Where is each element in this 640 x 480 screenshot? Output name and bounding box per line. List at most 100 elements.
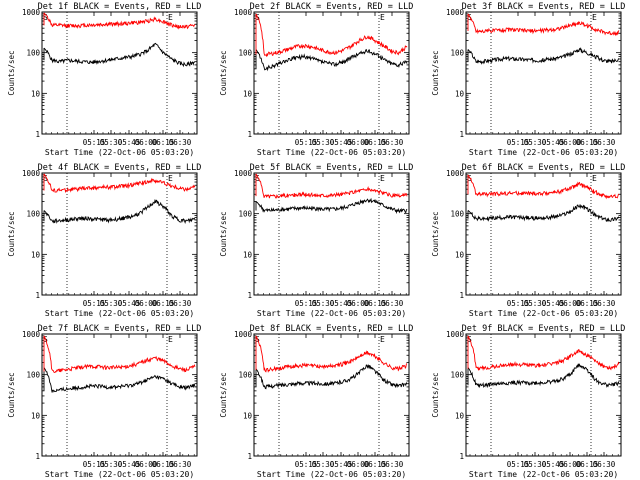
- x-tick-label: 05:45: [118, 460, 141, 469]
- x-tick-label: 05:45: [542, 299, 565, 308]
- lld-series-line: [255, 335, 408, 373]
- x-tick-label: 05:15: [295, 460, 318, 469]
- x-tick-label: 06:30: [593, 299, 616, 308]
- chart-title: Det 1f BLACK = Events, RED = LLD: [38, 2, 202, 12]
- x-tick-label: 06:30: [381, 299, 404, 308]
- x-tick-label: 05:15: [507, 138, 530, 147]
- chart-title: Det 8f BLACK = Events, RED = LLD: [250, 324, 414, 334]
- x-tick-label: 05:30: [100, 460, 123, 469]
- end-marker: E: [592, 13, 597, 22]
- y-tick-label: 10: [31, 411, 41, 420]
- x-tick-label: 05:30: [524, 460, 547, 469]
- chart-title: Det 5f BLACK = Events, RED = LLD: [250, 163, 414, 173]
- x-tick-label: 06:00: [347, 138, 370, 147]
- x-axis-label: Start Time (22-Oct-06 05:03:20): [469, 470, 618, 479]
- y-tick-label: 1000: [22, 169, 41, 178]
- y-tick-label: 100: [238, 49, 252, 58]
- chart-panel: Det 6f BLACK = Events, RED = LLD 1 10 100 10…: [431, 163, 625, 318]
- y-tick-label: 1000: [22, 330, 41, 339]
- x-tick-label: 06:15: [152, 299, 175, 308]
- y-axis-label: Counts/sec: [219, 372, 228, 417]
- lld-series-line: [467, 335, 620, 371]
- y-tick-label: 10: [455, 411, 465, 420]
- x-tick-label: 05:45: [330, 460, 353, 469]
- x-tick-label: 05:15: [83, 299, 106, 308]
- x-tick-label: 06:30: [381, 138, 404, 147]
- end-marker: E: [380, 13, 385, 22]
- x-tick-label: 06:00: [559, 299, 582, 308]
- y-tick-label: 10: [243, 250, 253, 259]
- y-tick-label: 1000: [234, 169, 253, 178]
- y-tick-label: 1: [35, 291, 40, 300]
- x-tick-label: 05:30: [100, 299, 123, 308]
- y-axis-label: Counts/sec: [431, 211, 440, 256]
- end-marker: E: [380, 174, 385, 183]
- y-tick-label: 1000: [446, 8, 465, 17]
- plot-frame: [41, 172, 198, 296]
- y-axis-label: Counts/sec: [219, 50, 228, 95]
- x-tick-label: 06:00: [347, 299, 370, 308]
- lld-series-line: [255, 13, 408, 58]
- lld-series-line: [467, 174, 620, 200]
- start-marker: S: [467, 174, 472, 183]
- chart-title: Det 4f BLACK = Events, RED = LLD: [38, 163, 202, 173]
- y-tick-label: 1000: [446, 330, 465, 339]
- events-series-line: [255, 48, 408, 72]
- end-marker: E: [168, 174, 173, 183]
- x-tick-label: 06:30: [593, 138, 616, 147]
- chart-panel: Det 3f BLACK = Events, RED = LLD 1 10 100 10…: [431, 2, 625, 157]
- x-tick-label: 05:30: [524, 299, 547, 308]
- x-tick-label: 06:15: [152, 460, 175, 469]
- x-tick-label: 06:15: [576, 138, 599, 147]
- events-series-line: [467, 47, 620, 65]
- x-tick-label: 05:15: [295, 299, 318, 308]
- x-tick-label: 06:15: [576, 460, 599, 469]
- lld-series-line: [255, 173, 408, 199]
- end-marker: E: [380, 335, 385, 344]
- plot-frame: [41, 11, 198, 135]
- x-tick-label: 05:45: [118, 138, 141, 147]
- chart-panel: Det 9f BLACK = Events, RED = LLD 1 10 100 10…: [431, 324, 625, 479]
- chart-title: Det 9f BLACK = Events, RED = LLD: [462, 324, 626, 334]
- x-tick-label: 06:30: [593, 460, 616, 469]
- plot-frame: [253, 172, 410, 296]
- x-axis-label: Start Time (22-Oct-06 05:03:20): [45, 148, 194, 157]
- events-series-line: [43, 198, 196, 225]
- chart-title: Det 3f BLACK = Events, RED = LLD: [462, 2, 626, 12]
- y-tick-label: 1: [35, 130, 40, 139]
- chart-panel: Det 8f BLACK = Events, RED = LLD 1 10 100 10…: [219, 324, 413, 479]
- y-axis-label: Counts/sec: [7, 372, 16, 417]
- y-tick-label: 1: [35, 452, 40, 461]
- x-tick-label: 05:15: [507, 299, 530, 308]
- x-axis-label: Start Time (22-Oct-06 05:03:20): [257, 309, 406, 318]
- x-tick-label: 05:45: [330, 299, 353, 308]
- x-tick-label: 06:30: [381, 460, 404, 469]
- plot-frame: [253, 333, 410, 457]
- lld-series-line: [43, 173, 196, 194]
- x-tick-label: 05:30: [312, 138, 335, 147]
- x-tick-label: 06:15: [364, 460, 387, 469]
- x-tick-label: 06:00: [135, 460, 158, 469]
- x-tick-label: 05:45: [330, 138, 353, 147]
- x-tick-label: 06:00: [135, 138, 158, 147]
- plot-frame: [465, 333, 622, 457]
- y-tick-label: 1000: [446, 169, 465, 178]
- events-series-line: [255, 363, 408, 390]
- x-axis-label: Start Time (22-Oct-06 05:03:20): [257, 148, 406, 157]
- plot-frame: [253, 11, 410, 135]
- x-tick-label: 05:15: [83, 460, 106, 469]
- y-axis-label: Counts/sec: [431, 50, 440, 95]
- x-tick-label: 06:00: [559, 138, 582, 147]
- x-tick-label: 05:15: [83, 138, 106, 147]
- y-axis-label: Counts/sec: [431, 372, 440, 417]
- x-tick-label: 06:00: [135, 299, 158, 308]
- chart-panel: Det 7f BLACK = Events, RED = LLD 1 10 100 10…: [7, 324, 201, 479]
- lld-series-line: [43, 12, 196, 30]
- x-axis-label: Start Time (22-Oct-06 05:03:20): [469, 309, 618, 318]
- y-tick-label: 100: [26, 210, 40, 219]
- x-tick-label: 06:30: [169, 460, 192, 469]
- y-tick-label: 10: [31, 250, 41, 259]
- end-marker: E: [168, 335, 173, 344]
- y-tick-label: 100: [26, 371, 40, 380]
